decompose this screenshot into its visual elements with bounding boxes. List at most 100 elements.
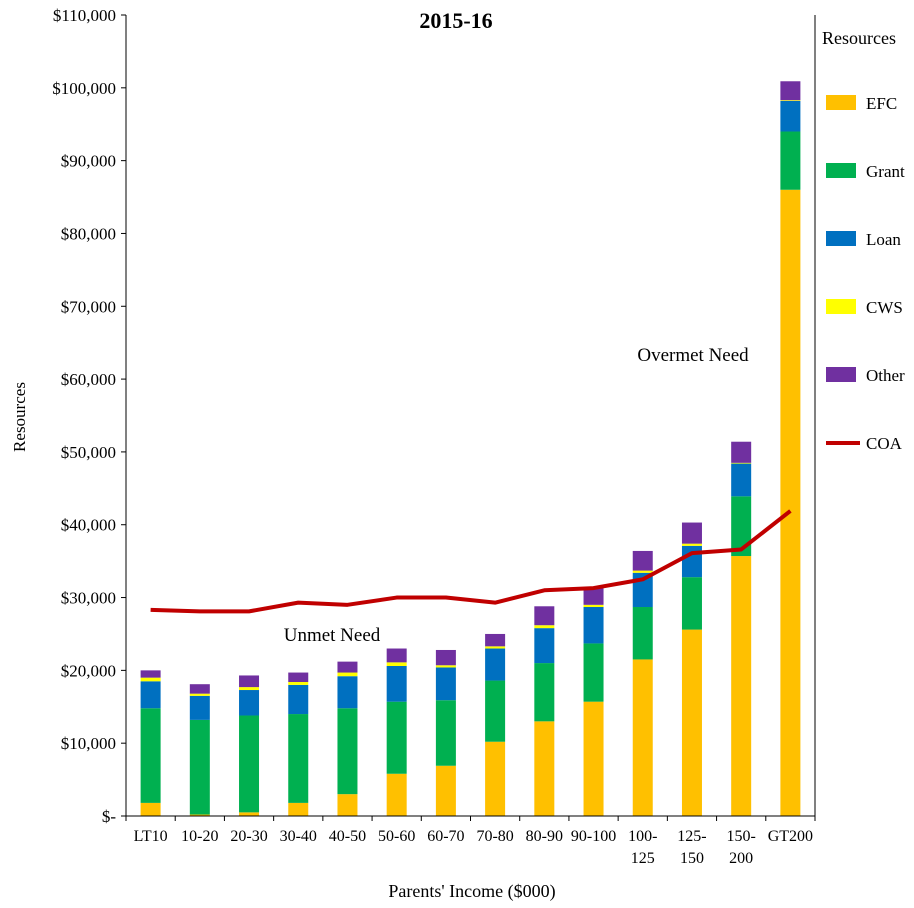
x-tick-label: 90-100 xyxy=(571,828,616,845)
bar-segment-loan xyxy=(583,607,604,644)
bar-segment-efc xyxy=(189,814,210,816)
bar-segment-other xyxy=(288,672,309,683)
bar-segment-loan xyxy=(189,695,210,720)
bar-segment-efc xyxy=(435,765,456,816)
bar-segment-efc xyxy=(140,802,161,816)
legend-swatch-cws xyxy=(826,299,856,314)
bar-segment-grant xyxy=(288,714,309,803)
legend-label-cws: CWS xyxy=(866,298,903,317)
bar-segment-other xyxy=(386,648,407,663)
bar-segment-efc xyxy=(288,802,309,816)
legend-label-other: Other xyxy=(866,366,905,385)
bar-segment-cws xyxy=(386,662,407,666)
x-tick-label: GT200 xyxy=(768,828,813,845)
x-axis-ticks: LT10 10-20 20-30 30-40 40-50 50-60 60-70 70-80 8… xyxy=(125,816,816,867)
legend-label-coa: COA xyxy=(866,434,903,453)
legend: EFC Grant Loan CWS Other COA xyxy=(826,94,905,453)
bar-segment-cws xyxy=(435,665,456,668)
legend-title: Resources xyxy=(822,28,896,48)
bar-segment-efc xyxy=(485,741,506,816)
bar-segment-cws xyxy=(632,570,653,573)
bar-segment-other xyxy=(632,550,653,571)
y-axis-label: Resources xyxy=(10,382,29,452)
bar-segment-grant xyxy=(681,577,702,630)
x-tick-label: 125 xyxy=(631,850,655,867)
y-tick-label: $90,000 xyxy=(61,152,116,171)
bar-segment-other xyxy=(140,670,161,678)
bar-segment-loan xyxy=(780,100,801,132)
coa-line xyxy=(150,509,792,614)
bar-segment-efc xyxy=(632,659,653,816)
legend-swatch-loan xyxy=(826,231,856,246)
y-tick-label: $10,000 xyxy=(61,734,116,753)
x-tick-label: 80-90 xyxy=(526,828,563,845)
bar-segment-other xyxy=(337,661,358,673)
bar-segment-grant xyxy=(337,708,358,795)
bar-segment-grant xyxy=(534,663,555,722)
bar-segment-loan xyxy=(681,545,702,578)
bar-segment-cws xyxy=(583,604,604,608)
x-tick-label: 30-40 xyxy=(280,828,317,845)
bar-segment-grant xyxy=(386,701,407,774)
y-tick-label: $50,000 xyxy=(61,443,116,462)
annotation-unmet-need: Unmet Need xyxy=(284,625,381,646)
legend-label-grant: Grant xyxy=(866,162,905,181)
bar-segment-other xyxy=(780,81,801,101)
bar-segment-grant xyxy=(435,700,456,766)
bar-segment-loan xyxy=(731,463,752,497)
y-tick-label: $40,000 xyxy=(61,516,116,535)
bar-segment-cws xyxy=(337,672,358,677)
x-tick-label: 125- xyxy=(677,828,706,845)
bar-segment-other xyxy=(534,606,555,626)
bar-segment-loan xyxy=(435,667,456,701)
bar-segment-cws xyxy=(731,462,752,464)
bar-segment-grant xyxy=(731,496,752,557)
bar-segment-efc xyxy=(681,629,702,816)
bar-segment-grant xyxy=(632,607,653,660)
y-tick-label: $110,000 xyxy=(53,6,116,25)
bar-segment-efc xyxy=(386,773,407,816)
bar-segment-grant xyxy=(239,715,260,813)
x-tick-label: 150 xyxy=(680,850,704,867)
y-tick-label: $70,000 xyxy=(61,297,116,316)
bar-segment-cws xyxy=(534,625,555,629)
y-tick-label: $60,000 xyxy=(61,370,116,389)
bar-segment-other xyxy=(583,588,604,605)
bar-segment-other xyxy=(435,649,456,666)
bar-segment-efc xyxy=(780,189,801,816)
bar-segment-other xyxy=(239,675,260,688)
bar-segment-loan xyxy=(485,648,506,681)
x-tick-label: LT10 xyxy=(134,828,168,845)
bar-segment-efc xyxy=(534,721,555,816)
x-tick-label: 200 xyxy=(729,850,753,867)
bar-segment-cws xyxy=(140,677,161,682)
bar-segment-grant xyxy=(189,719,210,815)
bar-segment-other xyxy=(485,633,506,647)
bar-segment-efc xyxy=(239,812,260,816)
bar-segment-efc xyxy=(583,701,604,816)
bar-segment-cws xyxy=(189,693,210,696)
bar-segment-other xyxy=(681,522,702,544)
bar-segment-cws xyxy=(681,543,702,546)
bar-segment-grant xyxy=(485,680,506,742)
y-axis-ticks: $- $10,000 $20,000 $30,000 $40,000 $50,000 $60… xyxy=(52,6,126,826)
y-tick-label: $80,000 xyxy=(61,224,116,243)
legend-swatch-efc xyxy=(826,95,856,110)
x-tick-label: 70-80 xyxy=(476,828,513,845)
x-axis-label: Parents' Income ($000) xyxy=(388,881,555,902)
bar-segment-grant xyxy=(140,708,161,803)
x-tick-label: 10-20 xyxy=(181,828,218,845)
bar-segment-loan xyxy=(534,628,555,664)
y-tick-label: $20,000 xyxy=(61,661,116,680)
bar-segment-loan xyxy=(337,676,358,709)
bar-segment-loan xyxy=(239,690,260,716)
bar-segment-efc xyxy=(337,794,358,816)
x-tick-label: 100- xyxy=(628,828,657,845)
bar-segment-cws xyxy=(288,682,309,685)
x-tick-label: 50-60 xyxy=(378,828,415,845)
bar-segment-other xyxy=(731,441,752,463)
bar-segment-loan xyxy=(386,665,407,702)
bar-segment-cws xyxy=(780,100,801,101)
bar-segment-loan xyxy=(140,681,161,709)
bar-segment-other xyxy=(189,684,210,694)
